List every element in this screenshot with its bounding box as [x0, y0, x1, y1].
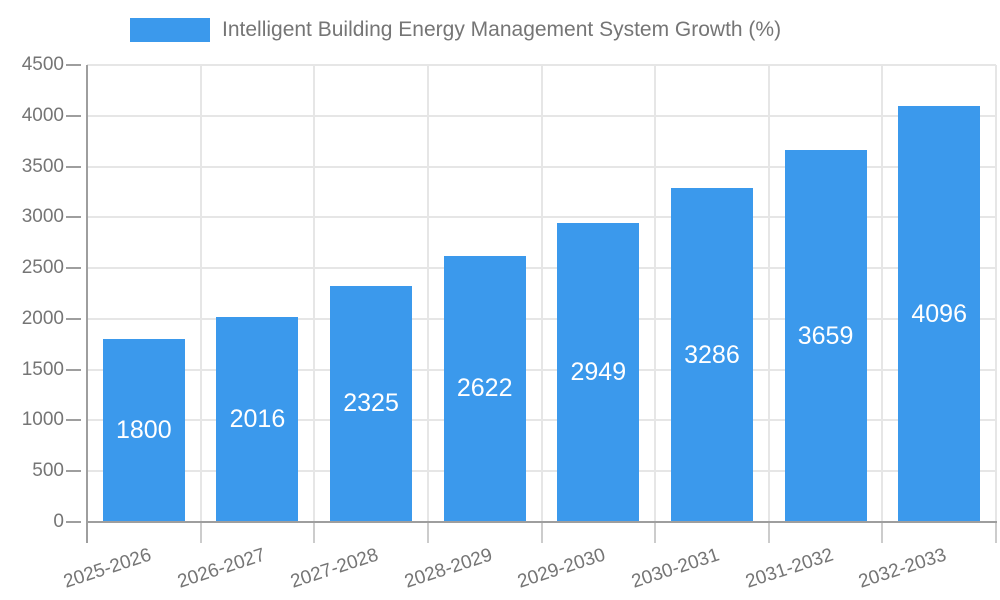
y-tick-mark	[66, 470, 81, 473]
y-tick-label: 3000	[21, 206, 64, 228]
bar-value-label: 3659	[797, 321, 854, 350]
v-gridline	[540, 65, 543, 522]
bar: 1800	[102, 339, 185, 522]
v-gridline	[426, 65, 429, 522]
x-tick-label: 2027-2028	[288, 544, 382, 593]
x-tick-label: 2029-2030	[515, 544, 609, 593]
x-tick-mark	[654, 523, 657, 543]
bar: 2325	[330, 285, 413, 522]
y-tick-mark	[66, 521, 81, 523]
v-gridline	[199, 65, 202, 522]
x-tick-label: 2030-2031	[629, 544, 723, 593]
v-gridline	[767, 65, 770, 522]
y-tick-mark	[66, 267, 81, 270]
x-tick-mark	[995, 523, 997, 543]
x-tick-label: 2025-2026	[60, 544, 154, 593]
v-gridline	[995, 65, 997, 522]
bar-value-label: 2016	[229, 405, 286, 434]
v-gridline	[654, 65, 657, 522]
chart-legend: Intelligent Building Energy Management S…	[130, 16, 781, 44]
v-gridline	[881, 65, 884, 522]
bar: 2016	[216, 317, 299, 522]
x-tick-mark	[540, 523, 543, 543]
bar-value-label: 2622	[456, 374, 513, 403]
x-tick-mark	[767, 523, 770, 543]
x-tick-mark	[881, 523, 884, 543]
y-tick-label: 1500	[21, 358, 64, 380]
y-tick-mark	[66, 368, 81, 371]
y-tick-mark	[66, 165, 81, 168]
plot-area: 1800 2016 2325 2622 2949 3286 3659 4096	[87, 64, 997, 522]
x-tick-label: 2028-2029	[401, 544, 495, 593]
x-axis-line	[86, 521, 997, 523]
y-tick-label: 0	[53, 511, 64, 532]
y-tick-mark	[66, 114, 81, 117]
x-tick-mark	[426, 523, 429, 543]
bar-value-label: 2949	[570, 357, 627, 386]
v-gridline	[313, 65, 316, 522]
bar: 2949	[557, 222, 640, 522]
bar: 3286	[670, 188, 753, 522]
x-tick-mark	[199, 523, 202, 543]
bar-value-label: 4096	[911, 299, 967, 328]
y-tick-label: 3500	[21, 155, 64, 177]
x-tick-label: 2031-2032	[742, 544, 836, 593]
y-tick-mark	[66, 317, 81, 320]
x-tick-mark	[313, 523, 316, 543]
y-tick-label: 4500	[21, 54, 64, 75]
y-tick-mark	[66, 216, 81, 219]
bar: 2622	[443, 255, 526, 522]
y-tick-label: 1000	[21, 409, 64, 431]
y-tick-label: 500	[32, 460, 64, 482]
legend-swatch	[130, 18, 210, 42]
bar: 4096	[898, 106, 981, 522]
y-tick-label: 2000	[21, 307, 64, 329]
x-tick-label: 2026-2027	[174, 544, 268, 593]
chart-title: Intelligent Building Energy Management S…	[222, 18, 782, 41]
y-tick-label: 4000	[21, 104, 64, 126]
bar-value-label: 3286	[684, 340, 740, 369]
y-axis-line	[86, 65, 88, 543]
y-tick-mark	[66, 64, 81, 66]
bar-value-label: 1800	[116, 416, 172, 445]
y-tick-label: 2500	[21, 257, 64, 279]
y-tick-mark	[66, 419, 81, 422]
bar: 3659	[784, 150, 867, 522]
bar-value-label: 2325	[343, 389, 399, 418]
x-tick-label: 2032-2033	[856, 544, 950, 593]
